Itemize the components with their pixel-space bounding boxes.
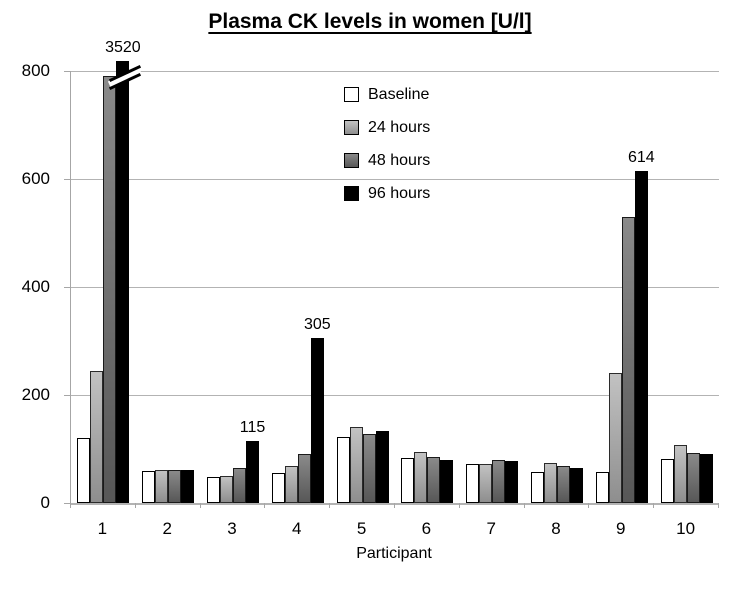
- x-tick-mark-4: [329, 503, 331, 508]
- bar-48-hours-participant-7: [492, 459, 506, 503]
- bar-96-hours-participant-7: [505, 460, 519, 503]
- bar-24-hours-participant-1: [90, 370, 104, 503]
- legend-item-0: Baseline: [344, 83, 430, 106]
- x-tick-label-2: 2: [162, 519, 172, 538]
- y-tick-mark-600: [64, 179, 70, 180]
- axis-break-icon: [108, 64, 143, 91]
- x-tick-label-7: 7: [486, 519, 496, 538]
- x-tick-mark-3: [264, 503, 266, 508]
- legend-item-3: 96 hours: [344, 182, 430, 205]
- bar-24-hours-participant-2: [155, 469, 169, 503]
- bar-48-hours-participant-6: [427, 457, 441, 503]
- bar-baseline-participant-1: [77, 438, 91, 503]
- bar-24-hours-participant-9: [608, 373, 622, 503]
- y-tick-label-200: 200: [21, 385, 50, 404]
- legend-item-1: 24 hours: [344, 116, 430, 139]
- bar-96-hours-participant-5: [375, 430, 389, 503]
- bar-24-hours-participant-4: [284, 466, 298, 503]
- x-tick-mark-9: [653, 503, 655, 508]
- bar-48-hours-participant-1: [103, 76, 117, 503]
- x-tick-mark-6: [458, 503, 460, 508]
- bar-48-hours-participant-5: [362, 434, 376, 503]
- gridline-y-600: [71, 179, 719, 180]
- x-tick-label-5: 5: [356, 519, 367, 538]
- x-tick-mark-10: [718, 503, 719, 508]
- bar-baseline-participant-4: [271, 473, 285, 503]
- bar-48-hours-participant-10: [686, 452, 700, 503]
- legend-label-3: 96 hours: [368, 184, 431, 202]
- bar-96-hours-participant-3: [246, 440, 259, 503]
- legend-swatch-1: [344, 120, 359, 135]
- legend-label-0: Baseline: [368, 85, 430, 103]
- chart-legend: Baseline 24 hours 48 hours 96 hours: [344, 83, 430, 215]
- y-tick-label-0: 0: [40, 493, 50, 512]
- x-tick-label-8: 8: [551, 519, 561, 538]
- bar-96-hours-participant-1: [108, 61, 143, 503]
- bar-baseline-participant-7: [466, 464, 480, 503]
- y-tick-mark-0: [64, 503, 70, 504]
- legend-swatch-3: [344, 186, 359, 201]
- data-label-participant-9: 614: [627, 149, 655, 167]
- bar-24-hours-participant-3: [220, 476, 233, 503]
- bar-96-hours-participant-2: [181, 469, 195, 503]
- x-tick-label-3: 3: [227, 519, 237, 538]
- x-tick-mark-8: [588, 503, 590, 508]
- bar-24-hours-participant-8: [544, 462, 557, 503]
- bar-baseline-participant-2: [142, 470, 156, 503]
- bar-48-hours-participant-9: [621, 216, 635, 503]
- plot-area: Baseline 24 hours 48 hours 96 hours 3520 115…: [70, 39, 719, 505]
- bar-24-hours-participant-7: [479, 464, 493, 503]
- bar-baseline-participant-10: [660, 458, 674, 503]
- bar-baseline-participant-5: [336, 437, 350, 503]
- x-tick-mark-1: [134, 503, 136, 508]
- bar-baseline-participant-6: [401, 457, 415, 503]
- chart-title: Plasma CK levels in women [U/l]: [208, 10, 532, 33]
- bar-96-hours-participant-10: [699, 453, 713, 503]
- bar-96-hours-participant-6: [440, 459, 454, 503]
- legend-label-1: 24 hours: [368, 118, 431, 136]
- x-tick-mark-2: [199, 503, 201, 508]
- legend-label-2: 48 hours: [368, 151, 431, 169]
- bar-48-hours-participant-4: [297, 454, 311, 503]
- bar-24-hours-participant-5: [349, 427, 363, 503]
- gridline-y-800: [71, 71, 719, 72]
- x-tick-label-1: 1: [97, 519, 108, 538]
- data-label-participant-4: 305: [303, 316, 331, 334]
- bar-baseline-participant-3: [207, 477, 220, 503]
- y-tick-label-600: 600: [21, 169, 50, 188]
- bar-48-hours-participant-8: [557, 466, 570, 503]
- legend-swatch-0: [344, 87, 359, 102]
- data-label-participant-1: 3520: [105, 39, 141, 56]
- bar-96-hours-participant-4: [310, 338, 324, 503]
- bar-48-hours-participant-3: [233, 467, 246, 503]
- data-label-participant-3: 115: [239, 418, 266, 436]
- x-tick-label-6: 6: [421, 519, 432, 538]
- bar-96-hours-participant-9: [634, 171, 648, 503]
- legend-item-2: 48 hours: [344, 149, 430, 172]
- x-tick-mark-0: [70, 503, 71, 508]
- gridline-y-200: [71, 395, 719, 396]
- y-tick-label-800: 800: [21, 61, 50, 80]
- x-tick-label-10: 10: [676, 519, 696, 538]
- y-tick-mark-400: [64, 287, 70, 288]
- y-tick-mark-200: [64, 395, 70, 396]
- x-tick-mark-5: [394, 503, 395, 508]
- y-tick-mark-800: [64, 71, 70, 72]
- bar-baseline-participant-9: [595, 471, 609, 503]
- bar-24-hours-participant-6: [414, 452, 428, 503]
- x-tick-label-4: 4: [292, 519, 302, 538]
- y-tick-label-400: 400: [21, 277, 50, 296]
- x-tick-mark-7: [523, 503, 525, 508]
- legend-swatch-2: [344, 153, 359, 168]
- x-tick-label-9: 9: [616, 519, 626, 538]
- bar-baseline-participant-8: [531, 471, 544, 503]
- bar-96-hours-participant-8: [570, 467, 583, 503]
- gridline-y-400: [71, 287, 719, 288]
- bar-48-hours-participant-2: [168, 469, 182, 503]
- bar-24-hours-participant-10: [673, 444, 687, 503]
- x-axis-title: Participant: [356, 545, 432, 562]
